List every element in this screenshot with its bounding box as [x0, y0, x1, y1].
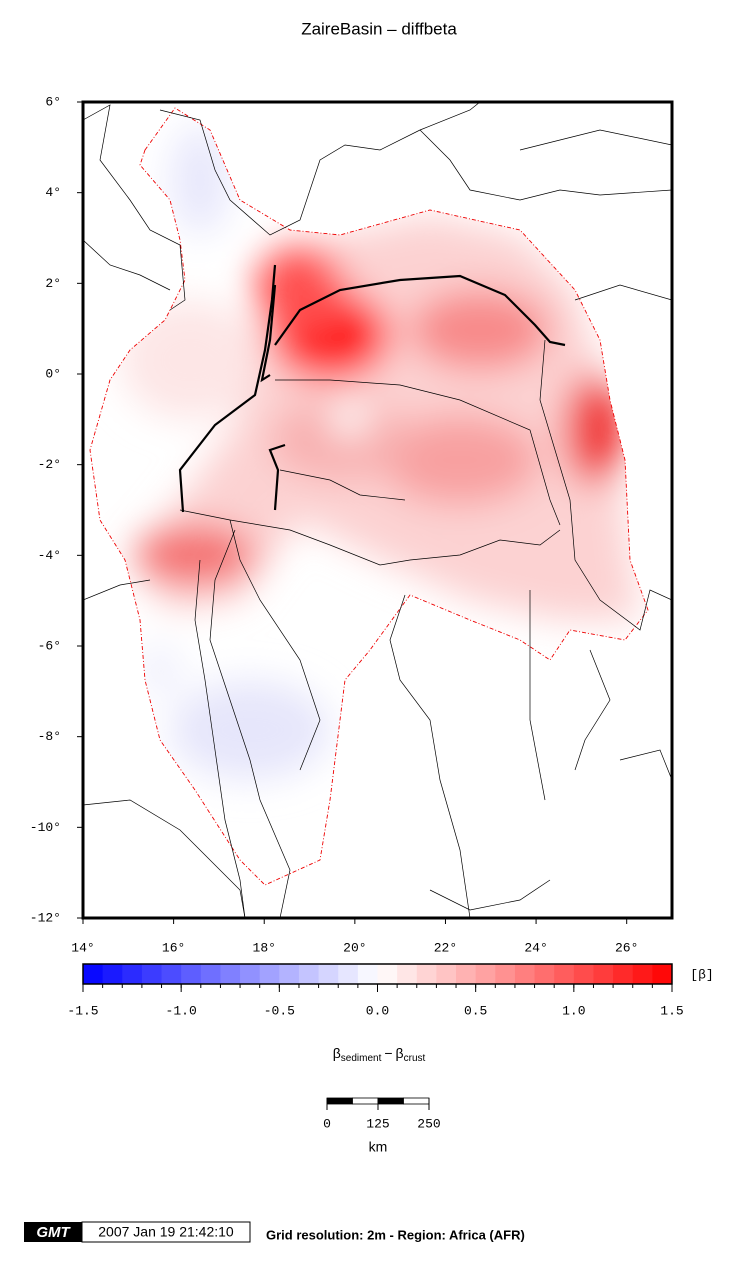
colorbar-cell [397, 964, 418, 984]
colorbar-cell [613, 964, 634, 984]
operator: − [384, 1045, 392, 1061]
scalebar: 0 125 250 [323, 1097, 441, 1131]
scalebar-segment [403, 1097, 430, 1105]
title: ZaireBasin – diffbeta [301, 19, 457, 38]
x-tick-label: 14° [71, 940, 94, 955]
colorbar-cell [102, 964, 123, 984]
colorbar-cell [436, 964, 457, 984]
scalebar-tick-label: 125 [366, 1116, 389, 1131]
y-tick-label: 6° [45, 94, 61, 109]
colorbar-cell [514, 964, 536, 984]
borders-rivers [83, 102, 672, 918]
colorbar: -1.5 -1.0 -0.5 0.0 0.5 1.0 1.5 [67, 963, 684, 1018]
x-tick-label: 18° [253, 940, 276, 955]
map-frame [81, 100, 674, 920]
colorbar-cell [632, 964, 653, 984]
timestamp: 2007 Jan 19 21:42:10 [98, 1224, 234, 1240]
colorbar-cell [534, 964, 555, 984]
scalebar-segment [352, 1097, 379, 1105]
scalebar-unit: km [369, 1139, 388, 1155]
x-tick-label: 22° [434, 940, 457, 955]
colorbar-cell [122, 964, 143, 984]
y-tick-label: -2° [38, 457, 61, 472]
colorbar-label: βsediment − βcrust [333, 1045, 426, 1064]
y-tick-label: -6° [38, 638, 61, 653]
colorbar-cell [83, 964, 104, 984]
symbol: β [333, 1045, 341, 1061]
colorbar-cell [240, 964, 261, 984]
y-tick-label: 0° [45, 366, 61, 381]
symbol: β [396, 1045, 404, 1061]
colorbar-cell [141, 964, 163, 984]
scalebar-tick-label: 0 [323, 1116, 331, 1131]
colorbar-tick-label: 1.0 [562, 1003, 585, 1018]
colorbar-cell [279, 964, 300, 984]
x-tick-label: 20° [343, 940, 366, 955]
y-tick-label: -8° [38, 729, 61, 744]
colorbar-cell [259, 964, 280, 984]
map-area [83, 102, 672, 918]
colorbar-cell [377, 964, 398, 984]
subscript: sediment [341, 1053, 382, 1064]
colorbar-tick-label: -0.5 [264, 1003, 295, 1018]
colorbar-cell [161, 964, 182, 984]
colorbar-tick-label: 0.5 [464, 1003, 487, 1018]
colorbar-cell [318, 964, 339, 984]
colorbar-cell [338, 964, 359, 984]
colorbar-cell [181, 964, 202, 984]
congo-river [178, 264, 566, 513]
colorbar-tick-label: -1.0 [166, 1003, 197, 1018]
colorbar-cell [456, 964, 477, 984]
timestamp-box [81, 1221, 251, 1243]
colorbar-cell [475, 964, 496, 984]
colorbar-cell [220, 964, 241, 984]
colorbar-cell [357, 964, 378, 984]
colorbar-cell [573, 964, 594, 984]
scalebar-tick-label: 250 [417, 1116, 440, 1131]
x-tick-label: 24° [524, 940, 547, 955]
y-tick-label: -10° [30, 820, 61, 835]
x-tick-label: 26° [615, 940, 638, 955]
colorbar-tick-label: -1.5 [67, 1003, 98, 1018]
scalebar-segment [326, 1097, 353, 1105]
y-tick-label: 2° [45, 276, 61, 291]
y-tick-label: -4° [38, 548, 61, 563]
colorbar-cell [554, 964, 575, 984]
colorbar-cell [593, 964, 614, 984]
y-tick-label: -12° [30, 910, 61, 925]
colorbar-cell [495, 964, 516, 984]
y-tick-label: 4° [45, 185, 61, 200]
logo-box [24, 1222, 82, 1242]
subscript: crust [404, 1053, 426, 1064]
basin-outline [89, 107, 649, 886]
footer-note: Grid resolution: 2m - Region: Africa (AF… [266, 1227, 525, 1242]
colorbar-cell [200, 964, 221, 984]
colorbar-cell [298, 964, 320, 984]
map-ticks: 14° 16° 18° 20° 22° 24° 26° 6° 4° 2° 0° -2° -4° -6° -8… [30, 94, 639, 955]
logo: GMT [36, 1224, 71, 1241]
colorbar-tick-label: 1.5 [660, 1003, 683, 1018]
colorbar-tick-label: 0.0 [366, 1003, 389, 1018]
colorbar-cell [652, 964, 673, 984]
colorbar-cell [416, 964, 437, 984]
scalebar-segment [377, 1097, 404, 1105]
colorbar-unit: [β] [690, 967, 713, 982]
x-tick-label: 16° [162, 940, 185, 955]
